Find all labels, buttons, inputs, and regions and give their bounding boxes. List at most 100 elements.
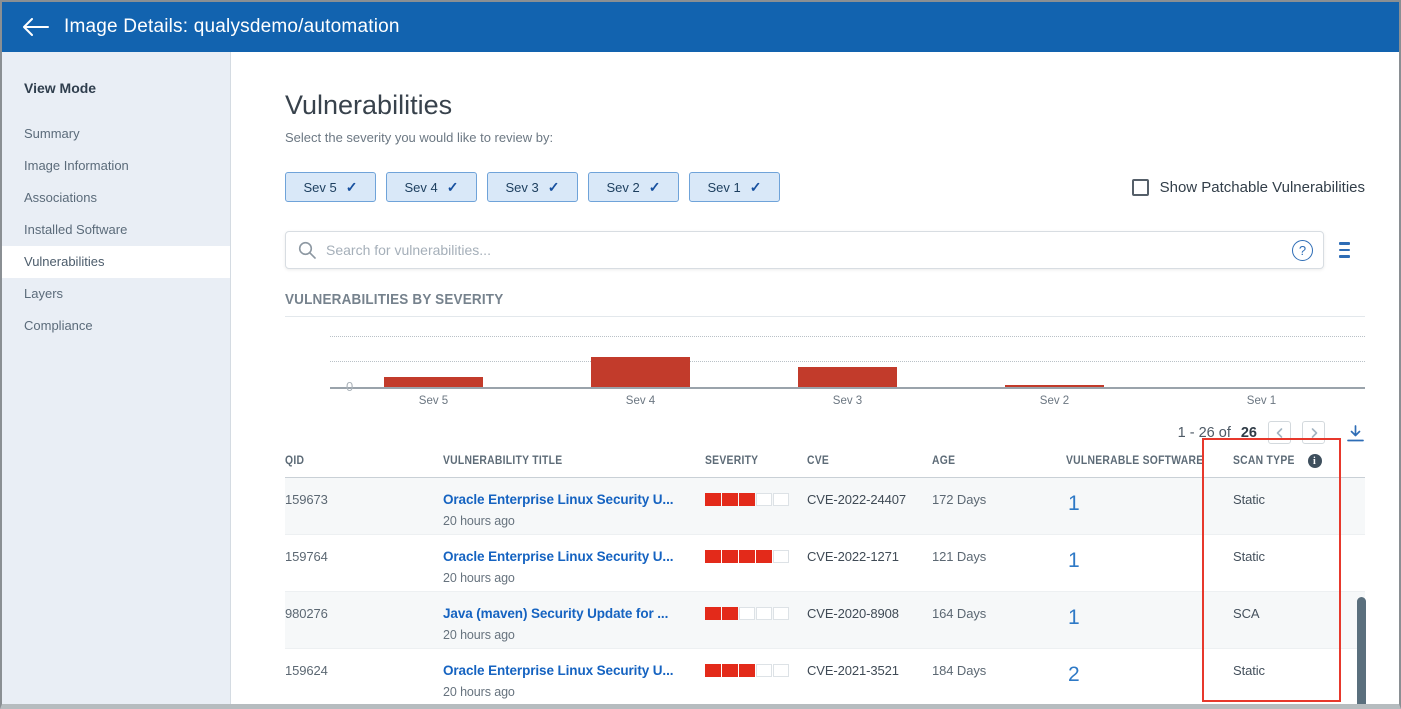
chart-plot-area: 0 (330, 327, 1365, 394)
severity-filter-sev-2[interactable]: Sev 2 ✓ (588, 172, 679, 202)
severity-cell-filled (756, 550, 772, 563)
chart-x-tick-label: Sev 5 (418, 395, 449, 407)
chevron-right-icon (1311, 427, 1317, 438)
column-header-age: AGE (932, 455, 956, 467)
search-input[interactable] (326, 242, 1292, 258)
cve-cell: CVE-2022-24407 (807, 492, 907, 507)
severity-cell-empty (739, 607, 755, 620)
severity-filter-sev-1[interactable]: Sev 1 ✓ (689, 172, 780, 202)
severity-cell-filled (705, 550, 721, 563)
chart-x-tick-label: Sev 4 (625, 395, 656, 407)
hamburger-menu-icon[interactable] (1339, 238, 1362, 262)
severity-cell-filled (705, 493, 721, 506)
chart-gridline (330, 336, 1365, 338)
sidebar-item-vulnerabilities[interactable]: Vulnerabilities (2, 246, 230, 278)
column-header-cve: CVE (807, 455, 830, 467)
severity-cell-filled (705, 664, 721, 677)
chart-title: VULNERABILITIES BY SEVERITY (285, 291, 504, 308)
sidebar-item-compliance[interactable]: Compliance (24, 318, 93, 333)
next-page-button[interactable] (1302, 421, 1325, 444)
vulnerable-software-count-link[interactable]: 2 (1068, 663, 1080, 686)
title-cell: Oracle Enterprise Linux Security U... 20… (443, 549, 705, 585)
table-row[interactable]: 159673 Oracle Enterprise Linux Security … (285, 478, 1365, 535)
vulnerability-title-link[interactable]: Java (maven) Security Update for ... (443, 606, 669, 621)
vulnerability-title-link[interactable]: Oracle Enterprise Linux Security U... (443, 663, 674, 678)
age-cell: 184 Days (932, 663, 987, 678)
section-subtitle: Select the severity you would like to re… (285, 130, 554, 145)
vulnerabilities-by-severity-chart: VULNERABILITIES BY SEVERITY 0 Sev 5 Sev 4… (285, 291, 1365, 407)
qid-cell: 980276 (285, 606, 328, 621)
severity-cell-empty (773, 664, 789, 677)
age-cell: 172 Days (932, 492, 987, 507)
chart-x-tick-label: Sev 2 (1039, 395, 1070, 407)
vulnerable-software-count-link[interactable]: 1 (1068, 606, 1080, 629)
severity-cell-filled (739, 664, 755, 677)
table-row[interactable]: 980276 Java (maven) Security Update for … (285, 592, 1365, 649)
cve-cell: CVE-2020-8908 (807, 606, 899, 621)
severity-filter-sev-5[interactable]: Sev 5 ✓ (285, 172, 376, 202)
table-row[interactable]: 159624 Oracle Enterprise Linux Security … (285, 649, 1365, 704)
severity-cell-empty (756, 493, 772, 506)
severity-buttons: Sev 5 ✓ Sev 4 ✓ Sev 3 ✓ Sev 2 ✓ Sev 1 ✓ (285, 172, 790, 202)
sidebar-item-layers[interactable]: Layers (24, 286, 64, 301)
severity-cell (705, 606, 807, 620)
chart-bar (590, 357, 691, 387)
severity-bar (705, 607, 807, 620)
show-patchable-label: Show Patchable Vulnerabilities (1159, 178, 1365, 196)
sidebar-item-image-information[interactable]: Image Information (24, 158, 129, 173)
severity-bar (705, 550, 807, 563)
sidebar-item-associations[interactable]: Associations (24, 190, 97, 205)
vulnerability-title-link[interactable]: Oracle Enterprise Linux Security U... (443, 492, 674, 507)
table-body: 159673 Oracle Enterprise Linux Security … (285, 478, 1365, 704)
scan-type-cell: Static (1233, 492, 1265, 507)
view-mode-sidebar: View Mode Summary Image Information Associ… (2, 52, 231, 704)
qid-cell: 159764 (285, 549, 328, 564)
sidebar-heading: View Mode (24, 80, 97, 96)
chart-bar (797, 367, 898, 387)
show-patchable-checkbox[interactable] (1131, 178, 1149, 196)
severity-filter-sev-3[interactable]: Sev 3 ✓ (487, 172, 578, 202)
severity-filter-sev-4[interactable]: Sev 4 ✓ (386, 172, 477, 202)
severity-cell-filled (722, 664, 738, 677)
check-icon: ✓ (547, 178, 560, 195)
vulnerable-software-count-link[interactable]: 1 (1068, 549, 1080, 572)
scan-type-cell: Static (1233, 549, 1265, 564)
prev-page-button[interactable] (1268, 421, 1291, 444)
title-cell: Oracle Enterprise Linux Security U... 20… (443, 492, 705, 528)
qid-cell: 159624 (285, 663, 328, 678)
search-box[interactable]: ? (285, 231, 1324, 269)
title-cell: Java (maven) Security Update for ... 20 … (443, 606, 705, 642)
severity-cell (705, 492, 807, 506)
check-icon: ✓ (648, 178, 661, 195)
scan-type-cell: Static (1233, 663, 1265, 678)
sidebar-item-installed-software[interactable]: Installed Software (24, 222, 128, 237)
column-header-qid: QID (285, 455, 305, 467)
chart-x-tick-label: Sev 1 (1246, 395, 1277, 407)
chart-bar (383, 377, 484, 387)
scan-type-cell: SCA (1233, 606, 1260, 621)
title-cell: Oracle Enterprise Linux Security U... 20… (443, 663, 705, 699)
y-axis-zero-label: 0 (346, 379, 354, 394)
help-icon[interactable]: ? (1292, 239, 1313, 261)
top-header-bar: Image Details: qualysdemo/automation (2, 2, 1399, 52)
severity-cell-empty (773, 607, 789, 620)
severity-cell-filled (739, 550, 755, 563)
vulnerable-software-count-link[interactable]: 1 (1068, 492, 1080, 515)
updated-timestamp: 20 hours ago (443, 685, 515, 699)
updated-timestamp: 20 hours ago (443, 628, 515, 642)
download-button[interactable] (1346, 424, 1365, 442)
column-header-severity: SEVERITY (705, 455, 759, 467)
pagination-total: 26 (1240, 424, 1257, 441)
severity-cell-filled (705, 607, 721, 620)
vertical-scrollbar-thumb[interactable] (1357, 597, 1366, 704)
sidebar-item-summary[interactable]: Summary (24, 126, 80, 141)
table-row[interactable]: 159764 Oracle Enterprise Linux Security … (285, 535, 1365, 592)
vulnerability-title-link[interactable]: Oracle Enterprise Linux Security U... (443, 549, 674, 564)
severity-cell-filled (722, 607, 738, 620)
severity-cell-empty (756, 607, 772, 620)
info-icon[interactable]: i (1307, 454, 1322, 468)
severity-cell (705, 663, 807, 677)
back-arrow-icon[interactable] (18, 10, 52, 44)
download-icon (1347, 424, 1364, 441)
search-row: ? (285, 231, 1365, 269)
